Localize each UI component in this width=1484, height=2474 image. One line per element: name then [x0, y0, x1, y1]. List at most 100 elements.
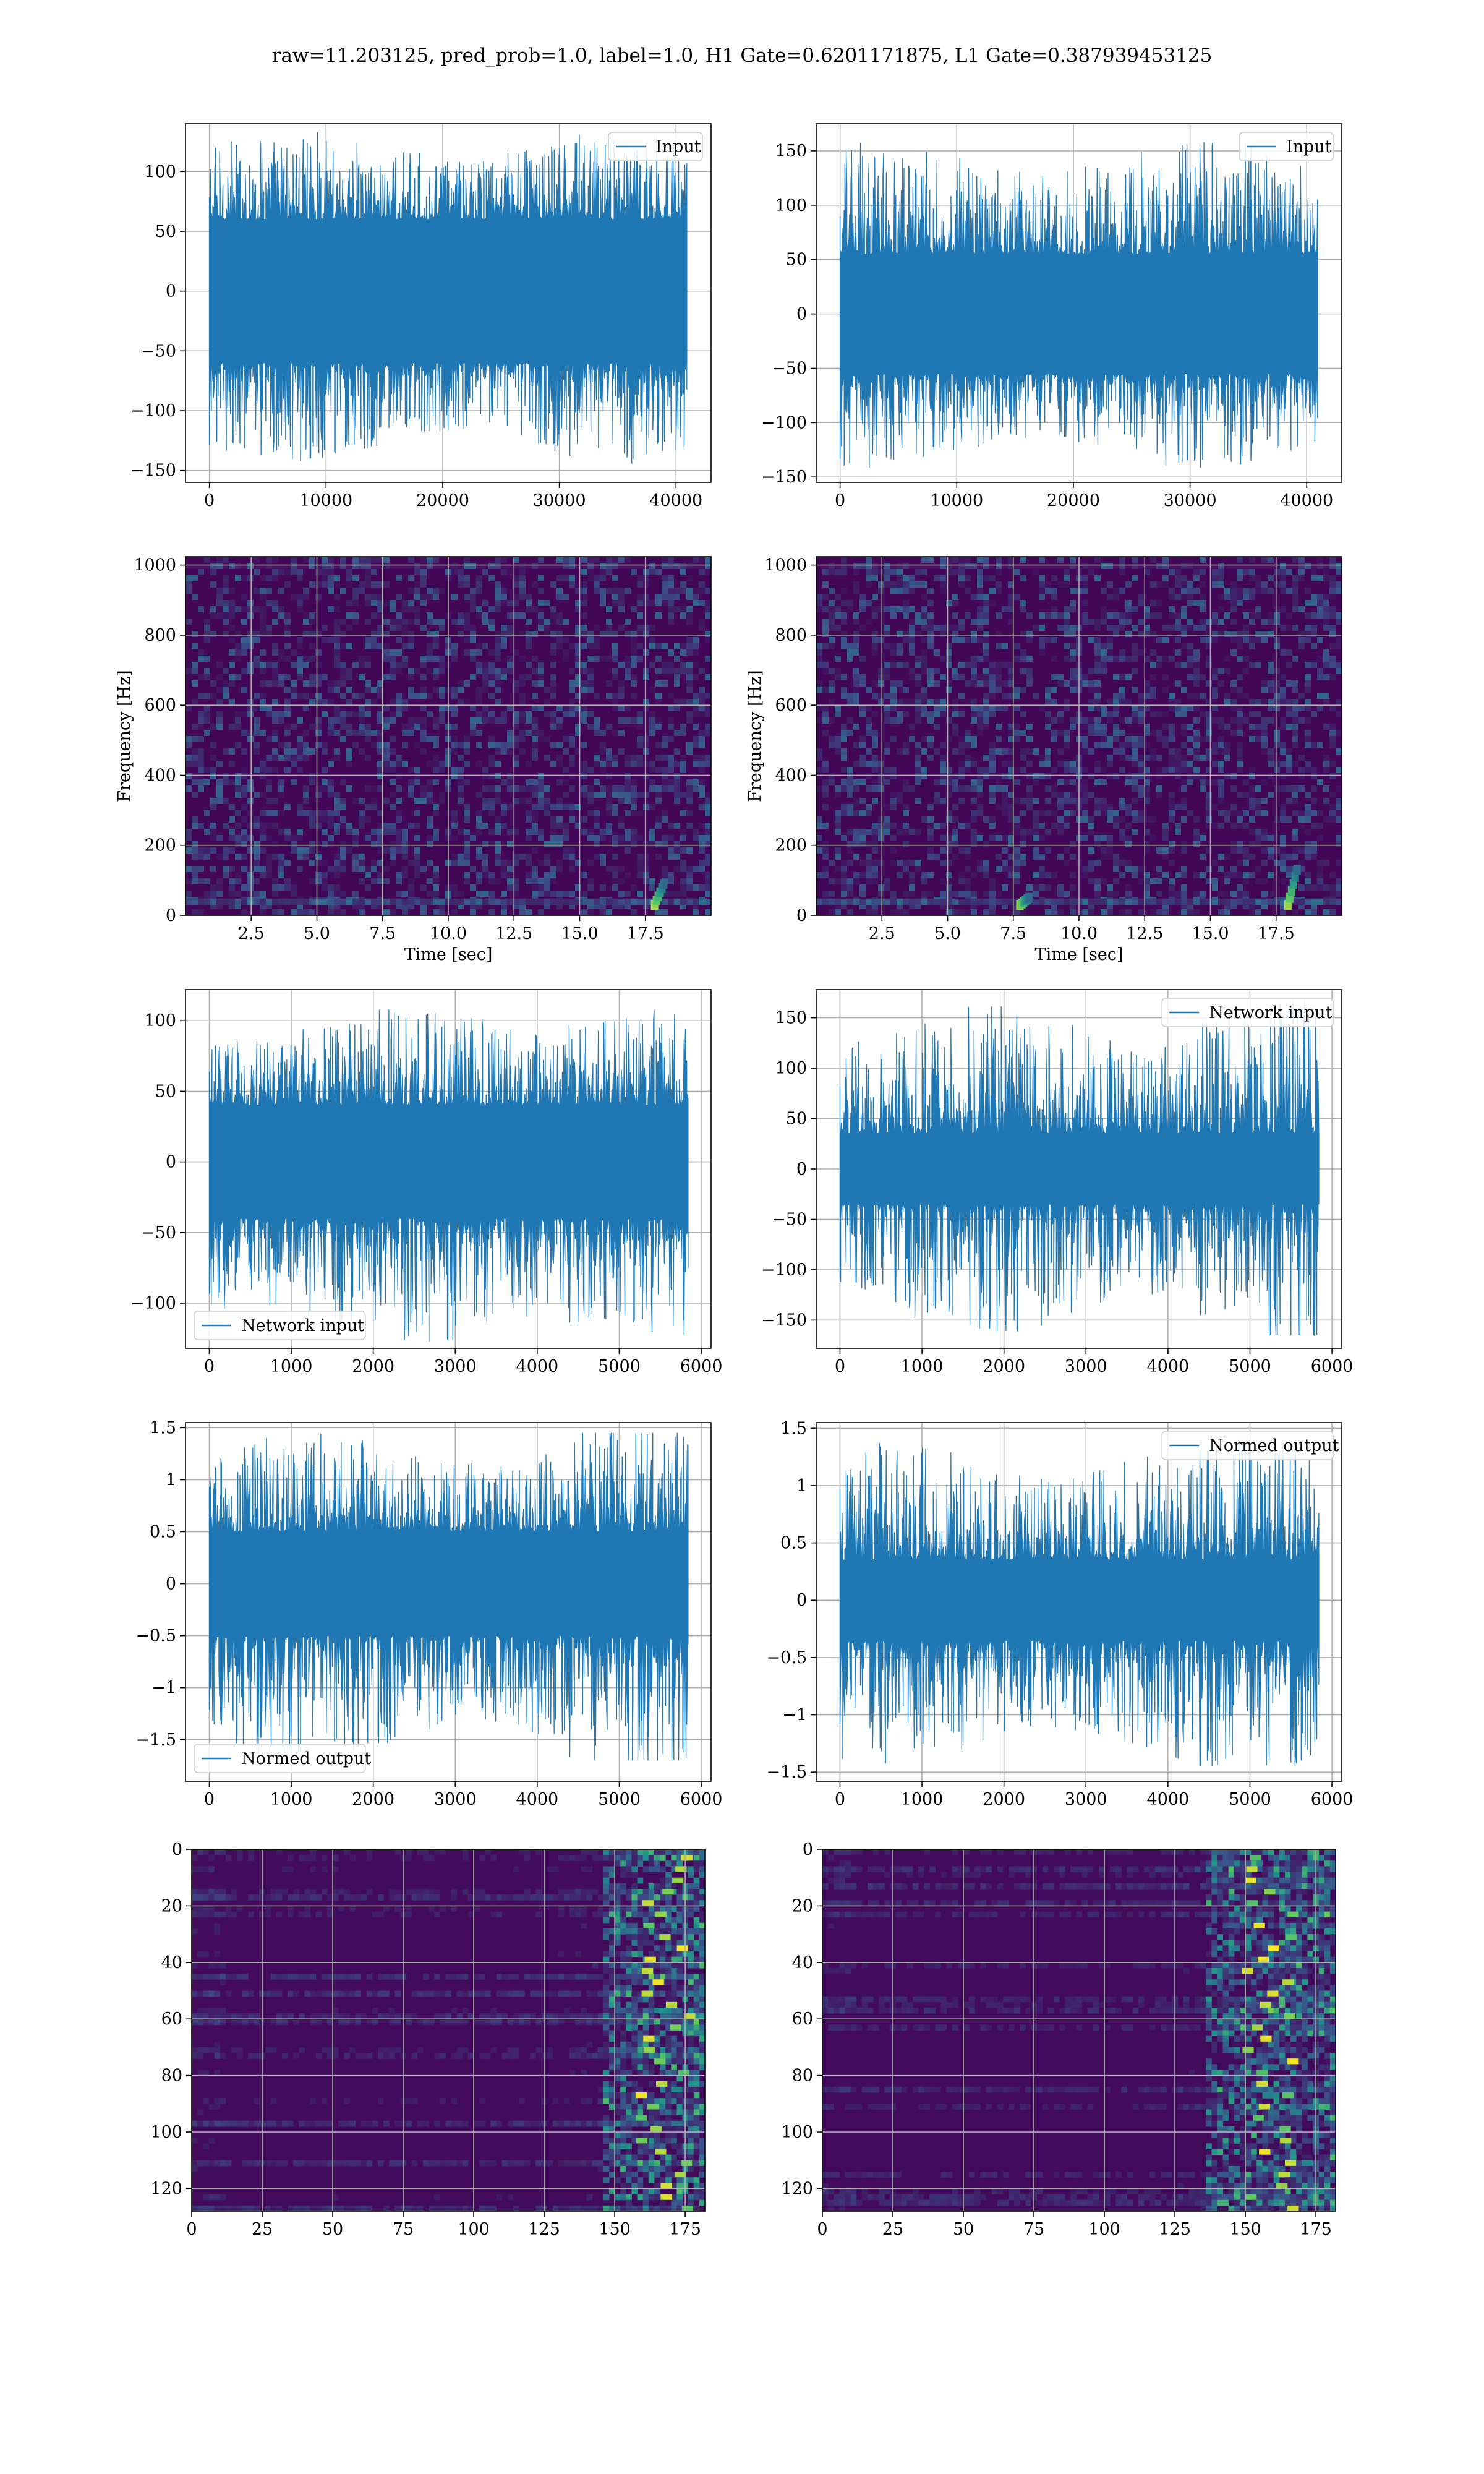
y-tick-label: 120: [781, 2179, 813, 2198]
activation-peak: [1264, 1888, 1276, 1895]
y-tick-label: 1.5: [780, 1419, 807, 1438]
x-tick-label: 17.5: [627, 924, 664, 943]
activation-peak: [1247, 1900, 1258, 1906]
y-tick-label: 50: [786, 250, 807, 270]
y-tick-label: −150: [761, 1311, 807, 1330]
ticks: 2.5 5.0 7.5 10.0 12.5 15.0 17.5 0 200 400 600 800 10…: [134, 556, 664, 943]
activation-peak: [1260, 2001, 1272, 2008]
activation-peak: [681, 2205, 694, 2211]
y-tick-label: 200: [775, 836, 807, 855]
activation-peak: [654, 2058, 666, 2065]
y-tick-label: −150: [761, 468, 807, 487]
y-tick-label: 50: [155, 1082, 176, 1101]
series-line-normed-output: [208, 1432, 689, 1761]
ticks: 0 1000 2000 3000 4000 5000 6000 −1.5 −1 −0.5 0 0.5 1…: [135, 1418, 722, 1809]
x-tick-label: 75: [393, 2220, 414, 2239]
activation-peak: [660, 2183, 672, 2189]
x-tick-label: 6000: [1311, 1790, 1354, 1809]
activation-peak: [1284, 2013, 1296, 2019]
series-line-input: [839, 142, 1318, 468]
series-line-network-input: [839, 1003, 1320, 1336]
activation-peak: [641, 1990, 653, 1997]
x-tick-label: 2.5: [869, 924, 895, 943]
h1-input-plot: 0 10000 20000 30000 40000 −150 −100 −50 0 50 100 In…: [130, 123, 712, 510]
x-tick-label: 0: [204, 1790, 215, 1809]
x-tick-label: 150: [599, 2220, 631, 2239]
y-tick-label: −50: [141, 341, 176, 361]
activation-peak: [1276, 2183, 1288, 2189]
y-tick-label: −100: [130, 1294, 176, 1313]
feature-map-image: [822, 1849, 1336, 2212]
axes-frame: [816, 123, 1342, 483]
x-axis-label: Time [sec]: [1035, 945, 1124, 964]
x-tick-label: 50: [322, 2220, 343, 2239]
x-tick-label: 5.0: [304, 924, 330, 943]
y-tick-label: 150: [775, 142, 807, 161]
ticks: 2.5 5.0 7.5 10.0 12.5 15.0 17.5 0 200 400 600 800 10…: [764, 556, 1295, 943]
y-tick-label: 50: [155, 222, 176, 241]
y-tick-label: 100: [144, 1011, 176, 1030]
legend: Normed output: [1161, 1431, 1339, 1460]
x-tick-label: 30000: [1164, 491, 1217, 510]
activation-peak: [672, 1877, 684, 1883]
activation-peak: [642, 1900, 654, 1906]
activation-peak: [676, 1945, 688, 1951]
x-tick-label: 17.5: [1258, 924, 1295, 943]
x-tick-label: 40000: [649, 491, 702, 510]
activation-peak: [684, 2013, 696, 2019]
axes-frame: [822, 1849, 1336, 2212]
activation-peak: [1256, 2081, 1268, 2087]
x-tick-label: 0: [204, 1357, 215, 1376]
h1-feature-map: 0 25 50 75 100 125 150 175 0 20 40 60 80 100 120: [150, 1840, 706, 2239]
x-axis-label: Time [sec]: [404, 945, 493, 964]
x-tick-label: 1000: [901, 1357, 944, 1376]
y-tick-label: 0.5: [780, 1534, 807, 1553]
activation-peak: [1259, 2149, 1271, 2155]
x-tick-label: 2000: [352, 1357, 394, 1376]
y-tick-label: 100: [775, 1059, 807, 1078]
y-tick-label: 800: [144, 626, 176, 645]
x-tick-label: 175: [669, 2220, 701, 2239]
x-tick-label: 5000: [1229, 1790, 1271, 1809]
y-tick-label: −1: [782, 1706, 807, 1725]
y-tick-label: 0: [796, 906, 807, 925]
ticks: 0 1000 2000 3000 4000 5000 6000 −100 −50 0 50 100: [130, 1011, 723, 1376]
activation-peak: [635, 2092, 647, 2099]
y-tick-label: 50: [786, 1110, 807, 1129]
x-tick-label: 0: [835, 1357, 845, 1376]
ticks: 0 10000 20000 30000 40000 −150 −100 −50 0 50 100: [130, 162, 702, 510]
y-tick-label: 1000: [764, 556, 807, 575]
ticks: 0 25 50 75 100 125 150 175 0 20 40 60 80 100 120: [781, 1840, 1331, 2239]
legend: Input: [608, 132, 703, 161]
legend-box: [1239, 132, 1334, 161]
y-tick-label: 0: [796, 1160, 807, 1179]
activation-peak: [636, 2138, 648, 2144]
x-tick-label: 12.5: [1126, 924, 1163, 943]
y-tick-label: 200: [144, 836, 176, 855]
activation-peak: [1258, 2104, 1271, 2110]
x-tick-label: 3000: [1065, 1357, 1107, 1376]
y-tick-label: 80: [792, 2066, 813, 2086]
activation-peak: [1279, 2126, 1291, 2133]
x-tick-label: 20000: [416, 491, 469, 510]
y-tick-label: 400: [144, 766, 176, 785]
feature-map-image: [192, 1849, 706, 2212]
legend: Network input: [194, 1311, 366, 1340]
y-tick-label: 1: [166, 1470, 176, 1489]
y-tick-label: −0.5: [766, 1648, 807, 1667]
y-tick-label: 0: [803, 1840, 813, 1859]
h1-spectrogram: 2.5 5.0 7.5 10.0 12.5 15.0 17.5 0 200 400 600 800 10…: [115, 556, 712, 964]
y-tick-label: −1: [151, 1679, 176, 1698]
legend-label: Normed output: [241, 1749, 371, 1768]
legend-label: Input: [1286, 137, 1332, 156]
activation-peak: [665, 2001, 678, 2008]
series-line-network-input: [208, 1009, 689, 1342]
activation-peak: [643, 2047, 655, 2053]
activation-peak: [1245, 1877, 1256, 1883]
y-tick-label: 40: [161, 1953, 182, 1972]
y-tick-label: 100: [781, 2123, 813, 2142]
y-tick-label: −100: [130, 401, 176, 421]
ticks: 0 1000 2000 3000 4000 5000 6000 −1.5 −1 −0.5 0 0.5 1…: [766, 1419, 1353, 1809]
h1-network-input-plot: 0 1000 2000 3000 4000 5000 6000 −100 −50 0 50 100 Ne…: [130, 989, 723, 1376]
activation-peak: [1256, 2070, 1268, 2076]
